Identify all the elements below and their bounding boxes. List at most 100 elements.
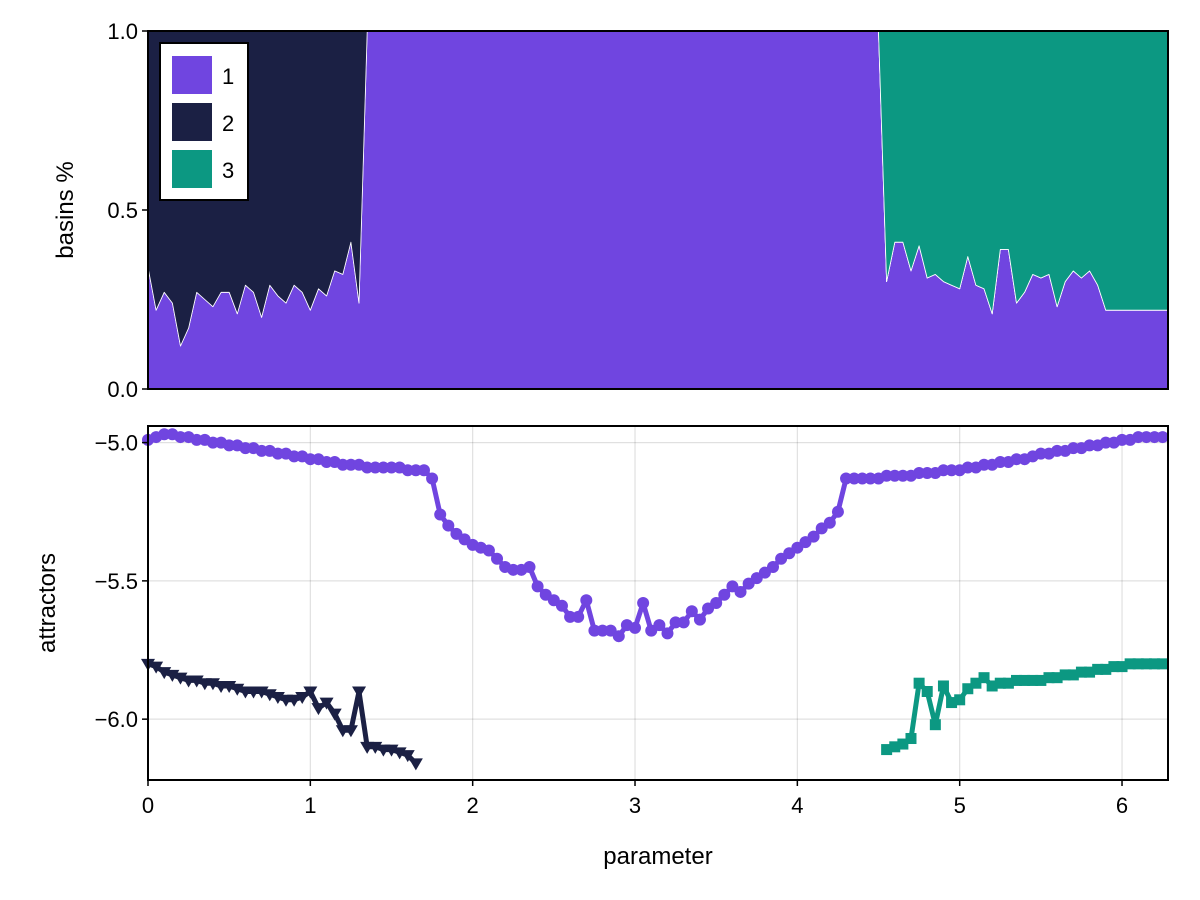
attractor-series-2 bbox=[141, 658, 423, 771]
attractor-point-3 bbox=[1140, 658, 1152, 670]
attractor-point-3 bbox=[1035, 674, 1047, 686]
basins-y-tick-label: 0.0 bbox=[107, 377, 138, 402]
attractor-point-2 bbox=[400, 750, 415, 763]
attractor-point-2 bbox=[303, 686, 318, 699]
basins-y-tick-label: 0.5 bbox=[107, 198, 138, 223]
attractor-point-3 bbox=[1019, 674, 1031, 686]
attractor-point-1 bbox=[734, 585, 747, 598]
attractors-grid bbox=[147, 426, 1168, 780]
attractor-point-3 bbox=[986, 680, 998, 692]
attractor-point-1 bbox=[426, 472, 439, 485]
attractors-x-axis-label: parameter bbox=[603, 843, 712, 870]
attractor-point-2 bbox=[327, 708, 342, 721]
attractor-point-1 bbox=[629, 621, 642, 634]
attractor-point-1 bbox=[653, 619, 666, 632]
legend-label-3: 3 bbox=[222, 158, 234, 183]
attractor-point-1 bbox=[531, 580, 544, 593]
attractors-x-tick-label: 3 bbox=[629, 793, 641, 818]
attractor-point-2 bbox=[352, 686, 367, 699]
attractor-point-3 bbox=[1100, 663, 1112, 675]
attractors-y-tick-label: −6.0 bbox=[95, 707, 138, 732]
basins-areas bbox=[147, 30, 1169, 390]
attractor-point-1 bbox=[831, 505, 844, 518]
attractor-point-1 bbox=[572, 610, 585, 623]
attractor-point-1 bbox=[677, 616, 690, 629]
attractor-point-1 bbox=[685, 605, 698, 618]
attractor-point-1 bbox=[661, 627, 674, 640]
basins-panel: 0.0 0.5 1.0 basins % 1 2 3 bbox=[52, 19, 1169, 402]
attractor-point-2 bbox=[311, 703, 326, 716]
attractor-point-3 bbox=[1075, 666, 1087, 678]
attractor-point-3 bbox=[905, 733, 917, 745]
attractors-series bbox=[141, 428, 1169, 771]
attractor-point-1 bbox=[767, 561, 779, 574]
attractor-point-3 bbox=[1108, 661, 1120, 673]
attractor-point-3 bbox=[897, 738, 909, 750]
attractor-point-3 bbox=[913, 677, 925, 689]
attractor-point-3 bbox=[954, 694, 966, 706]
attractor-point-2 bbox=[319, 697, 334, 710]
attractor-point-3 bbox=[889, 741, 901, 753]
attractor-point-3 bbox=[881, 744, 893, 756]
attractor-point-1 bbox=[482, 544, 495, 557]
attractor-series-3 bbox=[881, 658, 1169, 756]
attractors-x-ticks: 0 1 2 3 4 5 6 bbox=[142, 780, 1128, 818]
attractors-x-tick-label: 4 bbox=[791, 793, 803, 818]
attractors-y-tick-label: −5.5 bbox=[95, 569, 138, 594]
basins-y-tick-label: 1.0 bbox=[107, 19, 138, 44]
attractors-x-tick-label: 5 bbox=[954, 793, 966, 818]
attractor-point-2 bbox=[149, 661, 164, 674]
attractor-point-1 bbox=[491, 552, 504, 565]
attractor-point-1 bbox=[807, 530, 820, 543]
attractor-point-1 bbox=[580, 594, 593, 607]
attractor-point-1 bbox=[637, 597, 650, 609]
attractor-point-2 bbox=[343, 725, 358, 738]
attractor-point-3 bbox=[946, 697, 958, 709]
attractors-x-tick-label: 1 bbox=[304, 793, 316, 818]
legend-swatch-2 bbox=[172, 103, 212, 141]
legend-swatch-3 bbox=[172, 150, 212, 188]
legend-label-1: 1 bbox=[222, 64, 234, 89]
attractor-point-3 bbox=[1148, 658, 1160, 670]
attractor-point-3 bbox=[962, 683, 974, 695]
attractor-point-3 bbox=[937, 680, 949, 692]
attractors-x-tick-label: 2 bbox=[467, 793, 479, 818]
attractor-point-1 bbox=[417, 464, 430, 477]
attractor-point-3 bbox=[1043, 672, 1055, 684]
attractor-point-1 bbox=[710, 597, 723, 609]
attractor-point-3 bbox=[1124, 658, 1136, 670]
attractor-point-2 bbox=[295, 692, 310, 705]
attractor-point-1 bbox=[442, 519, 455, 532]
basins-y-ticks: 0.0 0.5 1.0 bbox=[107, 19, 148, 402]
attractor-point-3 bbox=[1132, 658, 1144, 670]
legend: 1 2 3 bbox=[159, 42, 249, 201]
legend-swatch-1 bbox=[172, 56, 212, 94]
attractor-point-3 bbox=[1116, 661, 1128, 673]
basins-y-axis-label: basins % bbox=[52, 161, 79, 258]
attractors-y-axis-label: attractors bbox=[34, 553, 61, 653]
attractor-point-3 bbox=[1027, 674, 1039, 686]
attractor-point-1 bbox=[693, 613, 706, 626]
attractor-point-3 bbox=[1084, 666, 1096, 678]
attractors-x-tick-label: 6 bbox=[1116, 793, 1128, 818]
attractor-point-3 bbox=[994, 677, 1006, 689]
attractor-point-2 bbox=[287, 694, 302, 707]
attractor-point-1 bbox=[555, 599, 568, 612]
attractors-y-ticks: −5.0 −5.5 −6.0 bbox=[95, 431, 148, 732]
attractor-point-1 bbox=[434, 508, 447, 521]
attractor-point-3 bbox=[1092, 663, 1104, 675]
attractor-point-1 bbox=[523, 561, 536, 574]
attractor-point-3 bbox=[1157, 658, 1169, 670]
attractor-point-1 bbox=[823, 516, 836, 529]
attractor-point-3 bbox=[1067, 669, 1079, 681]
legend-label-2: 2 bbox=[222, 111, 234, 136]
attractor-point-3 bbox=[1051, 672, 1063, 684]
attractor-point-3 bbox=[921, 686, 933, 697]
attractor-point-3 bbox=[970, 677, 982, 689]
attractor-point-2 bbox=[408, 758, 423, 771]
attractor-point-1 bbox=[1156, 431, 1169, 444]
attractor-point-3 bbox=[1002, 677, 1014, 689]
attractor-point-1 bbox=[612, 630, 625, 643]
attractor-point-3 bbox=[1059, 669, 1071, 681]
